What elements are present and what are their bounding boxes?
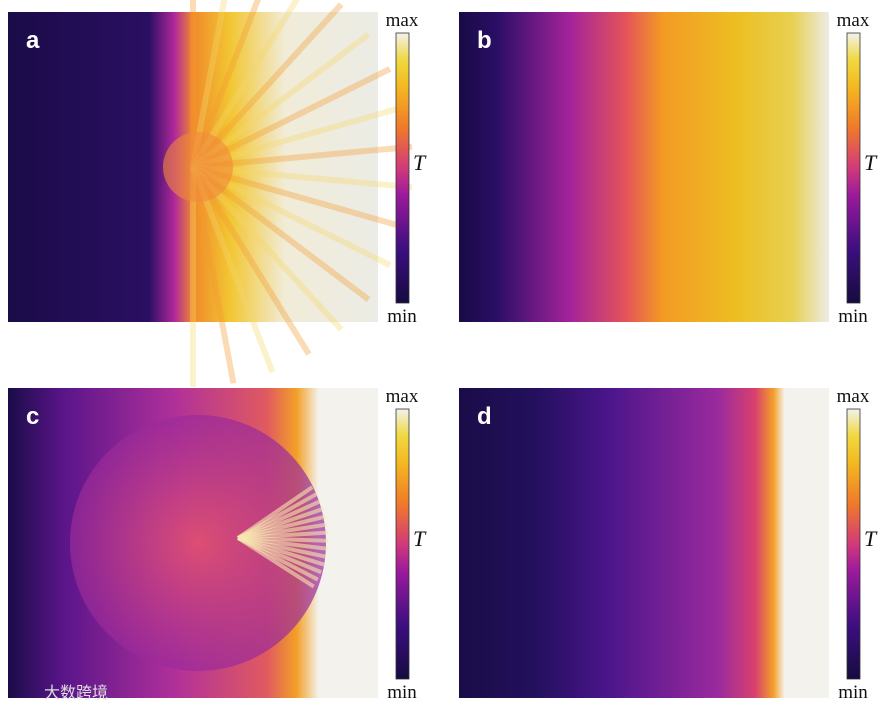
ray (190, 166, 237, 384)
panel-label: b (477, 27, 492, 54)
colorbar-quantity: T (864, 526, 878, 551)
disk (70, 415, 326, 671)
colorbar-min: min (387, 306, 417, 327)
ray (236, 536, 315, 589)
colorbar-max: max (837, 10, 870, 31)
colorbar-min: min (387, 682, 417, 703)
colorbar (846, 32, 861, 304)
colorbar (395, 32, 410, 304)
colorbar-min: min (838, 306, 868, 327)
colorbar-max: max (386, 10, 419, 31)
colorbar-max: max (386, 386, 419, 407)
core (163, 132, 233, 202)
watermark: 大数跨境 (44, 683, 108, 702)
colorbar-quantity: T (413, 150, 427, 175)
ray (190, 165, 276, 374)
panel-label: d (477, 403, 492, 430)
colorbar-quantity: T (413, 526, 427, 551)
ray (190, 0, 228, 168)
colorbar-quantity: T (864, 150, 878, 175)
colorbar (395, 408, 410, 680)
panel-label: a (26, 27, 40, 54)
colorbar-min: min (838, 682, 868, 703)
heatmap (459, 388, 829, 698)
heatmap (459, 12, 829, 322)
colorbar (846, 408, 861, 680)
colorbar-max: max (837, 386, 870, 407)
ray (190, 0, 261, 169)
panel-label: c (26, 403, 39, 430)
